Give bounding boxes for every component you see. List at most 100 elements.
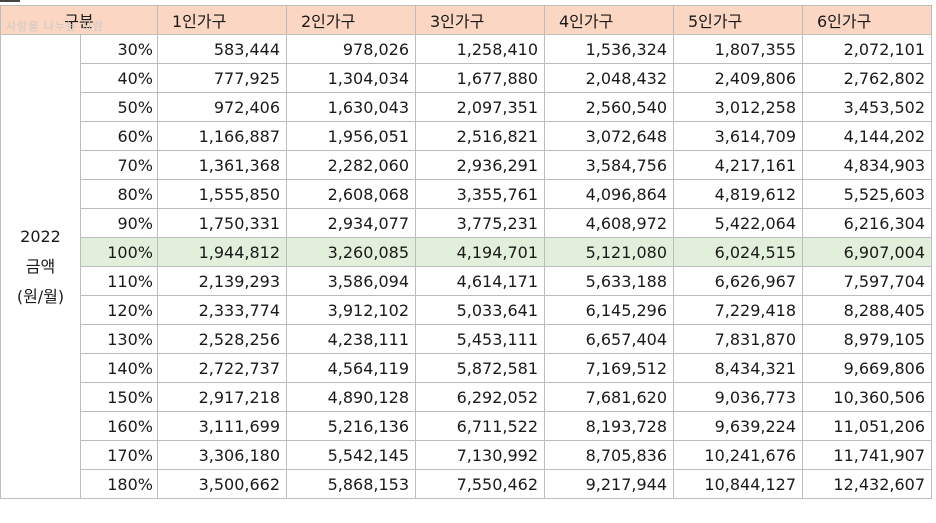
table-row: 70% 1,361,368 2,282,060 2,936,291 3,584,756 4…	[1, 150, 932, 180]
column-header: 2인가구	[286, 5, 416, 35]
amount-cell: 583,444	[157, 34, 287, 64]
amount-cell: 3,453,502	[802, 92, 932, 122]
amount-cell: 8,434,321	[673, 353, 803, 383]
amount-cell: 7,831,870	[673, 324, 803, 354]
percent-cell: 70%	[80, 150, 158, 180]
column-header: 4인가구	[544, 5, 674, 35]
table-row: 2022 금액 (원/월) 30% 583,444 978,026 1,258,410 1,5…	[0, 34, 932, 499]
amount-cell: 11,741,907	[802, 440, 932, 470]
percent-cell: 100%	[80, 237, 158, 267]
amount-cell: 9,036,773	[673, 382, 803, 412]
column-header: 3인가구	[415, 5, 545, 35]
amount-cell: 8,979,105	[802, 324, 932, 354]
amount-cell: 978,026	[286, 34, 416, 64]
row-group-label-line: 2022	[20, 226, 61, 246]
amount-cell: 6,024,515	[673, 237, 803, 267]
column-header: 6인가구	[802, 5, 932, 35]
amount-cell: 9,217,944	[544, 469, 674, 499]
percent-cell: 180%	[80, 469, 158, 499]
amount-cell: 2,608,068	[286, 179, 416, 209]
percent-cell: 170%	[80, 440, 158, 470]
amount-cell: 5,525,603	[802, 179, 932, 209]
amount-cell: 5,422,064	[673, 208, 803, 238]
amount-cell: 1,361,368	[157, 150, 287, 180]
amount-cell: 2,516,821	[415, 121, 545, 151]
amount-cell: 3,584,756	[544, 150, 674, 180]
amount-cell: 10,844,127	[673, 469, 803, 499]
amount-cell: 12,432,607	[802, 469, 932, 499]
amount-cell: 7,130,992	[415, 440, 545, 470]
amount-cell: 972,406	[157, 92, 287, 122]
amount-cell: 3,111,699	[157, 411, 287, 441]
amount-cell: 1,807,355	[673, 34, 803, 64]
amount-cell: 4,834,903	[802, 150, 932, 180]
table-row: 40% 777,925 1,304,034 1,677,880 2,048,432 2,4…	[1, 63, 932, 93]
percent-cell: 160%	[80, 411, 158, 441]
amount-cell: 5,542,145	[286, 440, 416, 470]
percent-cell: 50%	[80, 92, 158, 122]
amount-cell: 4,194,701	[415, 237, 545, 267]
amount-cell: 2,762,802	[802, 63, 932, 93]
amount-cell: 10,241,676	[673, 440, 803, 470]
amount-cell: 4,614,171	[415, 266, 545, 296]
amount-cell: 2,917,218	[157, 382, 287, 412]
amount-cell: 2,560,540	[544, 92, 674, 122]
amount-cell: 1,536,324	[544, 34, 674, 64]
amount-cell: 7,597,704	[802, 266, 932, 296]
amount-cell: 6,907,004	[802, 237, 932, 267]
row-group-label-line: (원/월)	[16, 286, 65, 306]
amount-cell: 7,169,512	[544, 353, 674, 383]
amount-cell: 4,217,161	[673, 150, 803, 180]
amount-cell: 1,166,887	[157, 121, 287, 151]
amount-cell: 1,750,331	[157, 208, 287, 238]
amount-cell: 7,229,418	[673, 295, 803, 325]
amount-cell: 1,630,043	[286, 92, 416, 122]
amount-cell: 4,608,972	[544, 208, 674, 238]
amount-cell: 5,872,581	[415, 353, 545, 383]
percent-cell: 90%	[80, 208, 158, 238]
percent-cell: 140%	[80, 353, 158, 383]
table-row: 150% 2,917,218 4,890,128 6,292,052 7,681,620…	[1, 382, 932, 412]
table-row: 120% 2,333,774 3,912,102 5,033,641 6,145,296…	[1, 295, 932, 325]
amount-cell: 1,956,051	[286, 121, 416, 151]
amount-cell: 1,944,812	[157, 237, 287, 267]
table-body: 2022 금액 (원/월) 30% 583,444 978,026 1,258,410 1,5…	[0, 34, 932, 499]
table-row: 140% 2,722,737 4,564,119 5,872,581 7,169,512…	[1, 353, 932, 383]
amount-cell: 11,051,206	[802, 411, 932, 441]
amount-cell: 1,677,880	[415, 63, 545, 93]
amount-cell: 6,711,522	[415, 411, 545, 441]
amount-cell: 2,072,101	[802, 34, 932, 64]
amount-cell: 2,282,060	[286, 150, 416, 180]
amount-cell: 5,216,136	[286, 411, 416, 441]
corner-label: 구분	[0, 5, 158, 35]
row-group-label: 2022 금액 (원/월)	[0, 34, 81, 499]
table-row: 80% 1,555,850 2,608,068 3,355,761 4,096,864 4…	[1, 179, 932, 209]
amount-cell: 1,304,034	[286, 63, 416, 93]
row-group-label-line: 금액	[25, 256, 56, 276]
table-row: 60% 1,166,887 1,956,051 2,516,821 3,072,648 3…	[1, 121, 932, 151]
amount-cell: 3,912,102	[286, 295, 416, 325]
table-row: 160% 3,111,699 5,216,136 6,711,522 8,193,728…	[1, 411, 932, 441]
amount-cell: 3,614,709	[673, 121, 803, 151]
amount-cell: 2,528,256	[157, 324, 287, 354]
amount-cell: 6,657,404	[544, 324, 674, 354]
amount-cell: 2,934,077	[286, 208, 416, 238]
amount-cell: 1,258,410	[415, 34, 545, 64]
amount-cell: 5,633,188	[544, 266, 674, 296]
amount-cell: 2,722,737	[157, 353, 287, 383]
header-row: 구분 1인가구 2인가구 3인가구 4인가구 5인가구 6인가구	[0, 5, 932, 35]
amount-cell: 2,139,293	[157, 266, 287, 296]
amount-cell: 3,260,085	[286, 237, 416, 267]
amount-cell: 3,072,648	[544, 121, 674, 151]
amount-cell: 4,890,128	[286, 382, 416, 412]
amount-cell: 3,586,094	[286, 266, 416, 296]
table-row: 130% 2,528,256 4,238,111 5,453,111 6,657,404…	[1, 324, 932, 354]
amount-cell: 6,626,967	[673, 266, 803, 296]
amount-cell: 4,819,612	[673, 179, 803, 209]
amount-cell: 5,453,111	[415, 324, 545, 354]
table-row: 50% 972,406 1,630,043 2,097,351 2,560,540 3,0…	[1, 92, 932, 122]
amount-cell: 7,550,462	[415, 469, 545, 499]
column-header: 1인가구	[157, 5, 287, 35]
percent-cell: 150%	[80, 382, 158, 412]
amount-cell: 2,048,432	[544, 63, 674, 93]
